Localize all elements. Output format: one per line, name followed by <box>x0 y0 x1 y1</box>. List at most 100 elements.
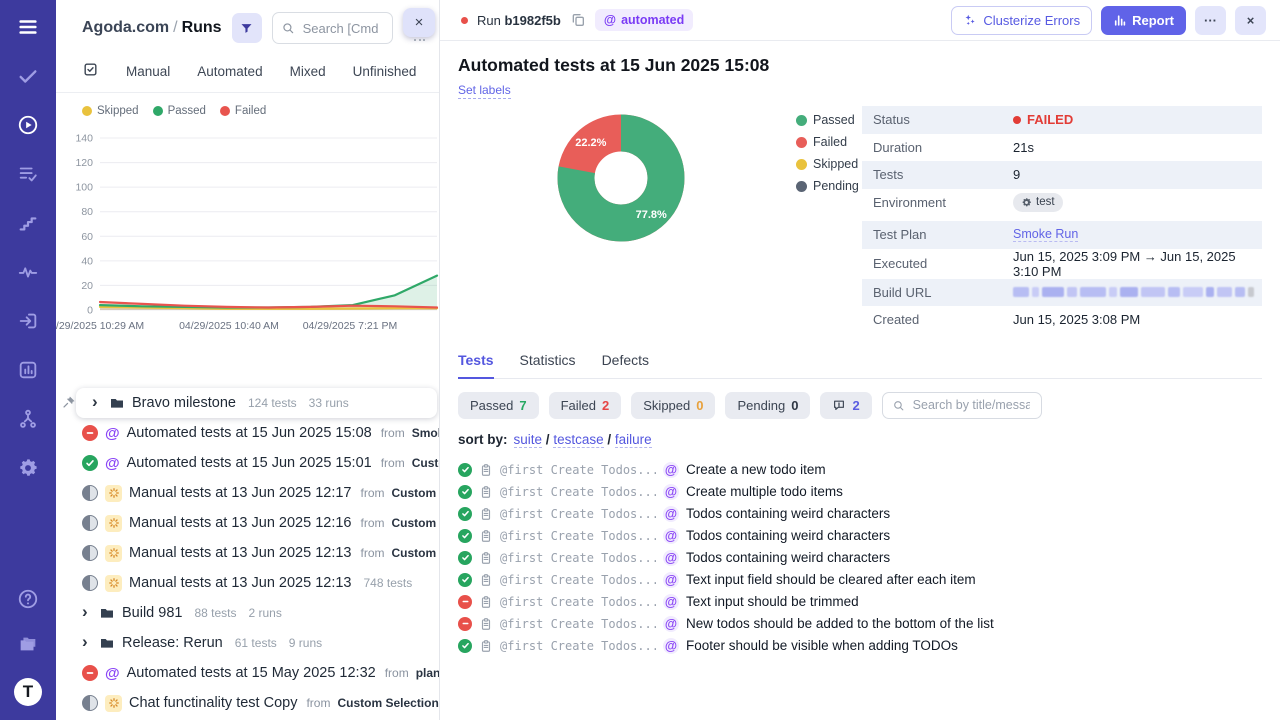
chevron-right-icon[interactable]: › <box>82 632 88 651</box>
runs-tab-manual[interactable]: Manual <box>126 63 171 79</box>
runs-search-input[interactable] <box>300 19 384 37</box>
clusterize-errors-button[interactable]: Clusterize Errors <box>951 5 1093 35</box>
run-group-item[interactable]: › Build 981 88 tests 2 runs <box>56 598 439 628</box>
runs-tab-mixed[interactable]: Mixed <box>289 63 326 79</box>
test-list-item[interactable]: @first Create Todos... @ Footer should be … <box>458 635 1262 657</box>
set-labels-link[interactable]: Set labels <box>458 83 511 99</box>
runs-search <box>271 12 393 44</box>
svg-text:100: 100 <box>75 182 93 194</box>
close-panel-button[interactable]: × <box>403 8 435 37</box>
automated-run-icon: @ <box>105 424 120 442</box>
run-detail-panel: Run b1982f5b @ automated Clusterize Erro… <box>440 0 1280 720</box>
test-list-item[interactable]: @first Create Todos... @ Text input field … <box>458 569 1262 591</box>
run-status-finished-icon <box>82 545 98 561</box>
runs-tab-automated[interactable]: Automated <box>197 63 263 79</box>
tests-search-input[interactable] <box>910 397 1032 413</box>
svg-text:04/29/2025 10:40 AM: 04/29/2025 10:40 AM <box>179 320 279 332</box>
filter-passed[interactable]: Passed 7 <box>458 391 539 419</box>
run-title: Automated tests at 15 Jun 2025 15:08 <box>458 55 770 75</box>
report-button[interactable]: Report <box>1101 5 1186 35</box>
run-title: Manual tests at 13 Jun 2025 12:17 <box>129 485 352 501</box>
sort-by-failure[interactable]: failure <box>614 431 652 448</box>
test-status-passed-icon <box>458 638 472 653</box>
automated-test-icon: @ <box>663 593 679 610</box>
test-title: Todos containing weird characters <box>686 528 891 543</box>
sidebar-item-pulse[interactable] <box>17 261 39 288</box>
automated-run-icon: @ <box>105 454 120 472</box>
close-run-button[interactable]: × <box>1235 5 1266 35</box>
run-group-item[interactable]: › Release: Rerun 61 tests 9 runs <box>56 628 439 658</box>
test-list-item[interactable]: @first Create Todos... @ Todos containing … <box>458 547 1262 569</box>
run-title: Manual tests at 13 Jun 2025 12:13 <box>129 575 352 591</box>
filter-failed[interactable]: Failed 2 <box>548 391 622 419</box>
sidebar-item-bar-chart[interactable] <box>17 359 39 386</box>
run-list-item[interactable]: Manual tests at 13 Jun 2025 12:13 from Cus… <box>56 538 439 568</box>
test-list-item[interactable]: @first Create Todos... @ Create multiple t… <box>458 481 1262 503</box>
detail-label: Created <box>873 312 920 328</box>
sidebar-item-folder-copy[interactable] <box>17 633 39 660</box>
run-meta: 748 tests <box>363 576 413 590</box>
sidebar-item-list-check[interactable] <box>17 163 39 190</box>
sidebar-item-sign-in[interactable] <box>17 310 39 337</box>
test-title: Todos containing weird characters <box>686 550 891 565</box>
app-logo[interactable]: T <box>14 678 42 706</box>
breadcrumb-project[interactable]: Agoda.com <box>82 19 170 36</box>
donut-legend-item: Skipped <box>796 157 859 171</box>
sidebar-item-play-circle[interactable] <box>17 114 39 141</box>
run-list-item[interactable]: Manual tests at 13 Jun 2025 12:16 from Cus… <box>56 508 439 538</box>
tests-list: @first Create Todos... @ Create a new todo… <box>458 459 1262 657</box>
test-plan-link[interactable]: Smoke Run <box>1013 227 1079 243</box>
sidebar-item-steps[interactable] <box>17 212 39 239</box>
bubble-icon <box>832 398 846 412</box>
copy-icon[interactable] <box>570 12 586 28</box>
run-list-item[interactable]: @ Automated tests at 15 Jun 2025 15:01 fro… <box>56 448 439 478</box>
sidebar-item-menu[interactable] <box>17 16 39 43</box>
automated-tag[interactable]: @ automated <box>594 9 694 31</box>
tab-tests[interactable]: Tests <box>458 352 494 379</box>
detail-label: Build URL <box>873 284 932 300</box>
chevron-right-icon[interactable]: › <box>82 602 88 621</box>
tab-statistics[interactable]: Statistics <box>519 351 576 368</box>
run-status-passed-icon <box>82 455 98 471</box>
test-list-item[interactable]: @first Create Todos... @ New todos should … <box>458 613 1262 635</box>
test-title: New todos should be added to the bottom … <box>686 616 994 631</box>
run-list-item[interactable]: Chat functinality test Copy from Custom Se… <box>56 688 439 718</box>
sidebar-item-check[interactable] <box>17 65 39 92</box>
sidebar-item-help[interactable] <box>17 588 39 615</box>
filter-button[interactable] <box>231 13 262 43</box>
test-list-item[interactable]: @first Create Todos... @ Todos containing … <box>458 525 1262 547</box>
environment-badge[interactable]: test <box>1013 192 1063 212</box>
run-list-item[interactable]: Manual tests at 13 Jun 2025 12:17 from Cus… <box>56 478 439 508</box>
sidebar-item-gear[interactable] <box>17 457 39 484</box>
run-group-item[interactable]: › Bravo milestone 124 tests 33 runs <box>84 388 437 418</box>
test-status-passed-icon <box>458 506 472 521</box>
select-runs-button[interactable] <box>82 61 99 81</box>
burst-icon <box>108 697 120 709</box>
automated-test-icon: @ <box>663 527 679 544</box>
test-title: Text input field should be cleared after… <box>686 572 976 587</box>
burst-icon <box>108 517 120 529</box>
run-list-item[interactable]: @ Automated tests at 15 Jun 2025 15:08 fro… <box>56 418 439 448</box>
tab-defects[interactable]: Defects <box>601 351 650 368</box>
filter-pending[interactable]: Pending 0 <box>725 391 811 419</box>
chevron-right-icon[interactable]: › <box>92 392 98 411</box>
help-icon <box>17 588 39 610</box>
run-list-item[interactable]: Manual tests at 13 Jun 2025 12:13 748 tes… <box>56 568 439 598</box>
run-title: Manual tests at 13 Jun 2025 12:13 <box>129 545 352 561</box>
test-suite-path: @first Create Todos... <box>500 572 656 587</box>
test-list-item[interactable]: @first Create Todos... @ Text input should… <box>458 591 1262 613</box>
comments-filter[interactable]: 2 <box>820 391 872 419</box>
sort-by-suite[interactable]: suite <box>513 431 543 448</box>
run-list-item[interactable]: @ Automated tests at 15 May 2025 12:32 fro… <box>56 658 439 688</box>
run-actions: Clusterize Errors Report ··· × <box>951 5 1266 35</box>
test-list-item[interactable]: @first Create Todos... @ Todos containing … <box>458 503 1262 525</box>
filter-skipped[interactable]: Skipped 0 <box>631 391 716 419</box>
test-list-item[interactable]: @first Create Todos... @ Create a new todo… <box>458 459 1262 481</box>
more-button[interactable]: ··· <box>1195 5 1226 35</box>
sidebar-item-branch[interactable] <box>17 408 39 435</box>
sort-by-testcase[interactable]: testcase <box>553 431 604 448</box>
pinned-run-group[interactable]: › Bravo milestone 124 tests 33 runs <box>63 388 437 418</box>
detail-row: Status FAILED <box>862 106 1262 134</box>
runs-tab-unfinished[interactable]: Unfinished <box>352 63 417 79</box>
svg-text:22.2%: 22.2% <box>575 137 606 149</box>
